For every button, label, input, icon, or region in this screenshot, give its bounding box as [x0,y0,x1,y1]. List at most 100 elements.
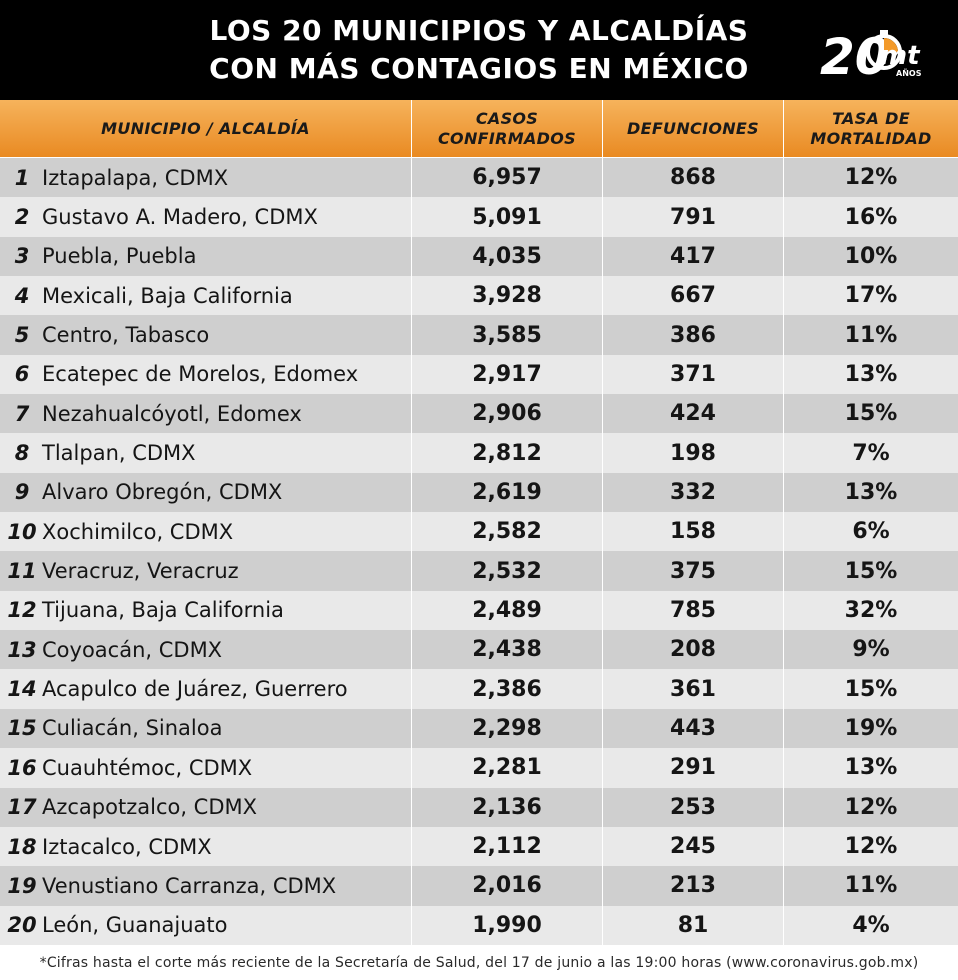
row-defunciones: 443 [670,715,716,741]
row-casos-confirmados: 2,812 [472,440,542,466]
row-rank: 7 [14,401,30,426]
row-municipio: Nezahualcóyotl, Edomex [42,401,302,426]
row-municipio: Iztacalco, CDMX [42,834,212,859]
row-casos-confirmados: 2,386 [472,676,542,702]
row-municipio: Alvaro Obregón, CDMX [42,480,283,505]
row-defunciones: 213 [670,873,716,899]
row-defunciones: 386 [670,322,716,348]
row-municipio: Acapulco de Juárez, Guerrero [42,677,348,702]
row-rank: 14 [7,677,37,702]
row-defunciones: 868 [670,165,716,191]
row-rank: 5 [14,323,30,348]
row-rank: 6 [14,362,30,387]
row-tasa-mortalidad: 9% [852,637,890,663]
column-header-municipio: MUNICIPIO / ALCALDÍA [101,118,310,138]
column-divider [411,100,412,945]
table-row: 18 Iztacalco, CDMX 2,112 245 12% [0,826,958,867]
row-defunciones: 253 [670,794,716,820]
table-row: 19 Venustiano Carranza, CDMX 2,016 213 11% [0,866,958,906]
table-row: 10 Xochimilco, CDMX 2,582 158 6% [0,512,958,552]
row-casos-confirmados: 3,585 [472,322,542,348]
row-municipio: Veracruz, Veracruz [42,559,239,584]
row-rank: 3 [14,244,30,269]
table-row: 13 Coyoacán, CDMX 2,438 208 9% [0,630,958,670]
table-row: 1 Iztapalapa, CDMX 6,957 868 12% [0,158,958,198]
row-municipio: Tijuana, Baja California [42,598,284,623]
row-casos-confirmados: 2,112 [472,834,542,860]
row-municipio: Iztapalapa, CDMX [42,165,229,190]
row-municipio: Ecatepec de Morelos, Edomex [42,362,359,387]
row-municipio: Venustiano Carranza, CDMX [42,873,337,898]
row-municipio: Cuauhtémoc, CDMX [42,755,253,780]
table-row: 5 Centro, Tabasco 3,585 386 11% [0,315,958,355]
table-row: 8 Tlalpan, CDMX 2,812 198 7% [0,433,958,473]
row-defunciones: 332 [670,479,716,505]
row-tasa-mortalidad: 12% [844,165,898,191]
row-tasa-mortalidad: 13% [844,361,898,387]
row-tasa-mortalidad: 32% [844,597,898,623]
row-rank: 15 [7,716,37,741]
table-row: 20 León, Guanajuato 1,990 81 4% [0,905,958,945]
row-tasa-mortalidad: 10% [844,243,898,269]
row-rank: 18 [7,834,37,859]
row-rank: 2 [14,205,30,230]
column-header-tasa: TASA DE MORTALIDAD [810,108,932,148]
row-rank: 19 [7,873,37,898]
row-tasa-mortalidad: 13% [844,755,898,781]
row-casos-confirmados: 2,582 [472,519,542,545]
row-municipio: Culiacán, Sinaloa [42,716,223,741]
row-rank: 20 [7,913,37,938]
row-rank: 12 [7,598,37,623]
row-tasa-mortalidad: 15% [844,676,898,702]
row-tasa-mortalidad: 11% [844,873,898,899]
title-line-1: LOS 20 MUNICIPIOS Y ALCALDÍAS [209,14,749,47]
row-tasa-mortalidad: 17% [844,283,898,309]
row-defunciones: 81 [677,912,709,938]
row-defunciones: 667 [670,283,716,309]
row-defunciones: 375 [670,558,716,584]
table-row: 7 Nezahualcóyotl, Edomex 2,906 424 15% [0,394,958,434]
row-tasa-mortalidad: 15% [844,558,898,584]
row-casos-confirmados: 5,091 [472,204,542,230]
row-casos-confirmados: 2,016 [472,873,542,899]
row-defunciones: 785 [670,597,716,623]
row-municipio: Centro, Tabasco [42,323,210,348]
row-rank: 10 [7,519,37,544]
table-row: 12 Tijuana, Baja California 2,489 785 32% [0,590,958,631]
row-tasa-mortalidad: 7% [852,440,890,466]
table-row: 3 Puebla, Puebla 4,035 417 10% [0,236,958,277]
row-casos-confirmados: 6,957 [472,165,542,191]
table-row: 4 Mexicali, Baja California 3,928 667 17% [0,276,958,316]
row-defunciones: 361 [670,676,716,702]
row-municipio: Azcapotzalco, CDMX [42,795,258,820]
row-rank: 11 [7,559,37,584]
table-row: 2 Gustavo A. Madero, CDMX 5,091 791 16% [0,197,958,237]
column-header-casos: CASOS CONFIRMADOS [438,108,576,148]
column-divider [783,100,784,945]
logo-suffix: AÑOS [896,68,922,78]
row-casos-confirmados: 3,928 [472,283,542,309]
row-municipio: Tlalpan, CDMX [42,441,196,466]
column-divider [602,100,603,945]
row-casos-confirmados: 2,619 [472,479,542,505]
row-tasa-mortalidad: 11% [844,322,898,348]
row-defunciones: 208 [670,637,716,663]
title-line-2: CON MÁS CONTAGIOS EN MÉXICO [209,52,749,85]
source-footnote: *Cifras hasta el corte más reciente de l… [0,946,958,980]
row-tasa-mortalidad: 12% [844,834,898,860]
logo-brand: mt [880,41,921,71]
row-casos-confirmados: 2,917 [472,361,542,387]
row-rank: 17 [7,795,37,820]
column-header-defunciones: DEFUNCIONES [627,118,759,138]
row-municipio: Coyoacán, CDMX [42,637,223,662]
row-rank: 4 [14,283,30,308]
row-tasa-mortalidad: 4% [852,912,890,938]
row-casos-confirmados: 2,298 [472,715,542,741]
logo-stopwatch-icon [866,34,902,70]
row-casos-confirmados: 2,438 [472,637,542,663]
table-row: 15 Culiacán, Sinaloa 2,298 443 19% [0,708,958,749]
row-tasa-mortalidad: 13% [844,479,898,505]
row-defunciones: 424 [670,401,716,427]
table-header: MUNICIPIO / ALCALDÍA CASOS CONFIRMADOS D… [0,100,958,157]
row-tasa-mortalidad: 6% [852,519,890,545]
